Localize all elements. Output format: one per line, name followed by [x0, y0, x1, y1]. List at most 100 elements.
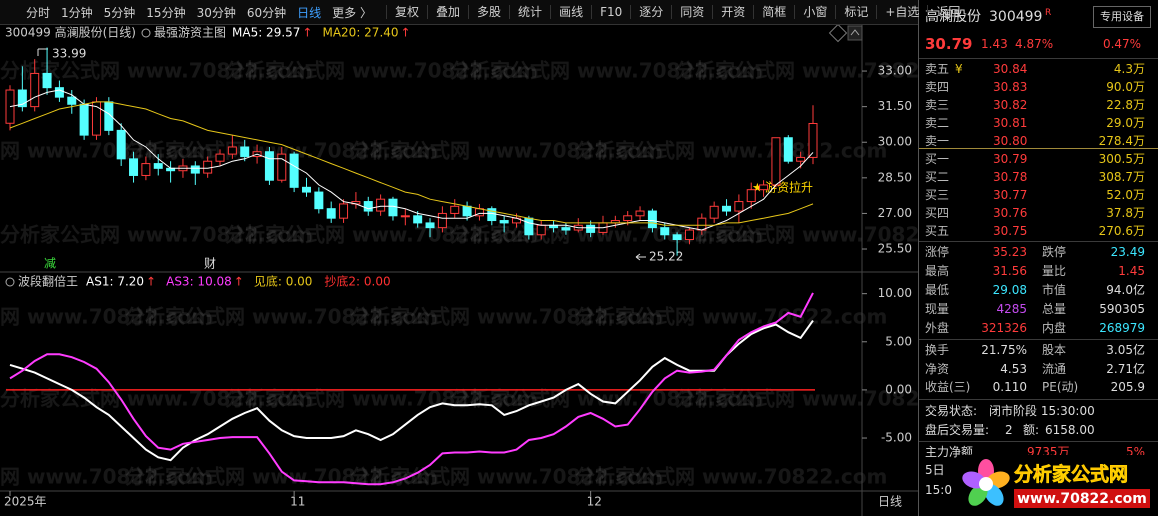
separator	[919, 241, 1158, 242]
candle-body	[301, 186, 311, 193]
tab[interactable]: 30分钟	[196, 5, 236, 20]
tool-button[interactable]: 叠加	[427, 5, 468, 19]
badge: R	[1045, 8, 1052, 18]
candle-body	[215, 153, 225, 162]
legend-arrow: ↑	[302, 26, 312, 40]
stat-label: 内盘	[1042, 321, 1067, 335]
book-row: 卖五 30.84 4.3万 ¥	[919, 60, 1158, 78]
tool-button[interactable]: F10	[591, 5, 630, 19]
separator	[919, 339, 1158, 340]
candle-body	[709, 205, 719, 219]
tab-active[interactable]: 日线	[297, 5, 322, 20]
tool-button[interactable]: 标记	[835, 5, 876, 19]
after-hours-row: 盘后交易量: 2 额: 6158.00	[919, 421, 1158, 439]
chart-title: 300499 高澜股份(日线)	[5, 25, 136, 40]
candle-body	[240, 146, 250, 157]
tab[interactable]: 分时	[26, 5, 51, 20]
legend-entry: MA20: 27.40	[322, 26, 398, 40]
tool-button[interactable]: 返回	[927, 5, 968, 19]
logo: 分析家公式网 www.70822.com	[958, 455, 1156, 513]
candle-body	[388, 198, 398, 217]
candle-body	[722, 205, 732, 212]
book-label: 卖二	[925, 116, 950, 130]
candle-body	[203, 160, 213, 174]
watermark: 分析家公式网 www.70822.com	[675, 223, 918, 247]
candle-body	[684, 229, 694, 241]
tool-button[interactable]: 画线	[550, 5, 591, 19]
stat-value: 1.45	[1118, 264, 1145, 278]
low-annotation: 25.22	[649, 250, 683, 264]
candle-body	[623, 215, 633, 222]
tool-button[interactable]: 复权	[386, 5, 427, 19]
x-tick-label: 12	[587, 495, 602, 509]
book-row: 买二 30.78 308.7万	[919, 168, 1158, 186]
industry[interactable]: 专用设备	[1093, 6, 1151, 28]
tool-button[interactable]: 逐分	[630, 5, 671, 19]
watermark: 分析家公式网 www.70822.com	[350, 465, 662, 489]
book-label: 卖三	[925, 98, 950, 112]
watermark: 分析家公式网 www.70822.com	[675, 59, 918, 83]
tool-button[interactable]: 同资	[671, 5, 712, 19]
stat-value: 4.53	[1000, 361, 1027, 376]
y-tick-label: 25.50	[878, 242, 912, 256]
y-tick-label: 28.50	[878, 170, 912, 184]
y-tick-label: 30.00	[878, 135, 912, 149]
tool-button[interactable]: 小窗	[794, 5, 835, 19]
stat-value: 3.05亿	[1106, 343, 1145, 357]
separator	[919, 441, 1158, 442]
y-tick-label: -5.00	[881, 431, 912, 445]
tab[interactable]: 60分钟	[246, 5, 287, 20]
candle-body	[437, 212, 447, 229]
candle-body	[277, 153, 287, 181]
candle-body	[734, 201, 744, 212]
stat-value: 321326	[981, 321, 1027, 335]
candle-body	[5, 89, 15, 124]
tool-button[interactable]: 统计	[509, 5, 550, 19]
stat-row: 现量 4285 总量 590305	[919, 300, 1158, 318]
watermark: 分析家公式网 www.70822.com	[0, 139, 212, 163]
legend-entry: 抄底2: 0.00	[324, 274, 390, 289]
tab[interactable]: 5分钟	[103, 5, 136, 20]
panel-button[interactable]	[847, 25, 863, 41]
candle-body	[363, 201, 373, 212]
candle-body	[129, 158, 139, 176]
stat-value: 590305	[1099, 302, 1145, 316]
tool-button[interactable]: 多股	[468, 5, 509, 19]
tool-button[interactable]: +自选	[876, 5, 927, 19]
tab[interactable]: 1分钟	[61, 5, 93, 20]
watermark: 分析家公式网 www.70822.com	[450, 59, 762, 83]
logo-flower	[962, 459, 1010, 506]
change-pct: 4.87%	[1015, 37, 1054, 51]
candle-body	[42, 72, 52, 89]
stat-value: 268979	[1099, 321, 1145, 335]
tool-button[interactable]: 简框	[753, 5, 794, 19]
tab[interactable]: 15分钟	[146, 5, 186, 20]
candle-body	[796, 156, 806, 162]
candle-body	[462, 205, 472, 217]
trade-status-row: 交易状态: 闭市阶段 15:30:00	[919, 402, 1158, 420]
panel-button[interactable]	[828, 23, 848, 43]
candle-body	[289, 153, 299, 188]
stat-row: 收益(三) 0.110 PE(动) 205.9	[919, 378, 1158, 396]
candle-body	[783, 137, 793, 162]
legend-entry: MA5: 29.57	[232, 26, 300, 40]
legend-entry: AS3: 10.08	[166, 275, 232, 289]
logo-url-bg	[1014, 489, 1150, 508]
stat-label: 最高	[925, 264, 950, 278]
tool-button[interactable]: 开资	[712, 5, 753, 19]
candle-body	[561, 227, 571, 231]
y-tick-label: 5.00	[885, 334, 912, 348]
logo-art: 分析家公式网 www.70822.com	[962, 459, 1150, 508]
period: 5日	[925, 463, 945, 477]
book-volume: 52.0万	[1106, 188, 1145, 202]
tab[interactable]: 更多 〉	[332, 5, 372, 20]
y-tick-label: 0.00	[885, 382, 912, 396]
stat-label: 总量	[1042, 302, 1067, 316]
candle-body	[647, 210, 657, 229]
watermark: 分析家公式网 www.70822.com	[0, 223, 312, 247]
stat-label: 股本	[1042, 343, 1067, 357]
toolbar: 分时 1分钟 5分钟 15分钟 30分钟 60分钟 日线 更多 〉 复权 叠加 多股…	[0, 0, 960, 25]
star-icon: ★	[752, 181, 763, 195]
book-label: 买二	[925, 170, 950, 184]
book-volume: 29.0万	[1106, 116, 1145, 130]
